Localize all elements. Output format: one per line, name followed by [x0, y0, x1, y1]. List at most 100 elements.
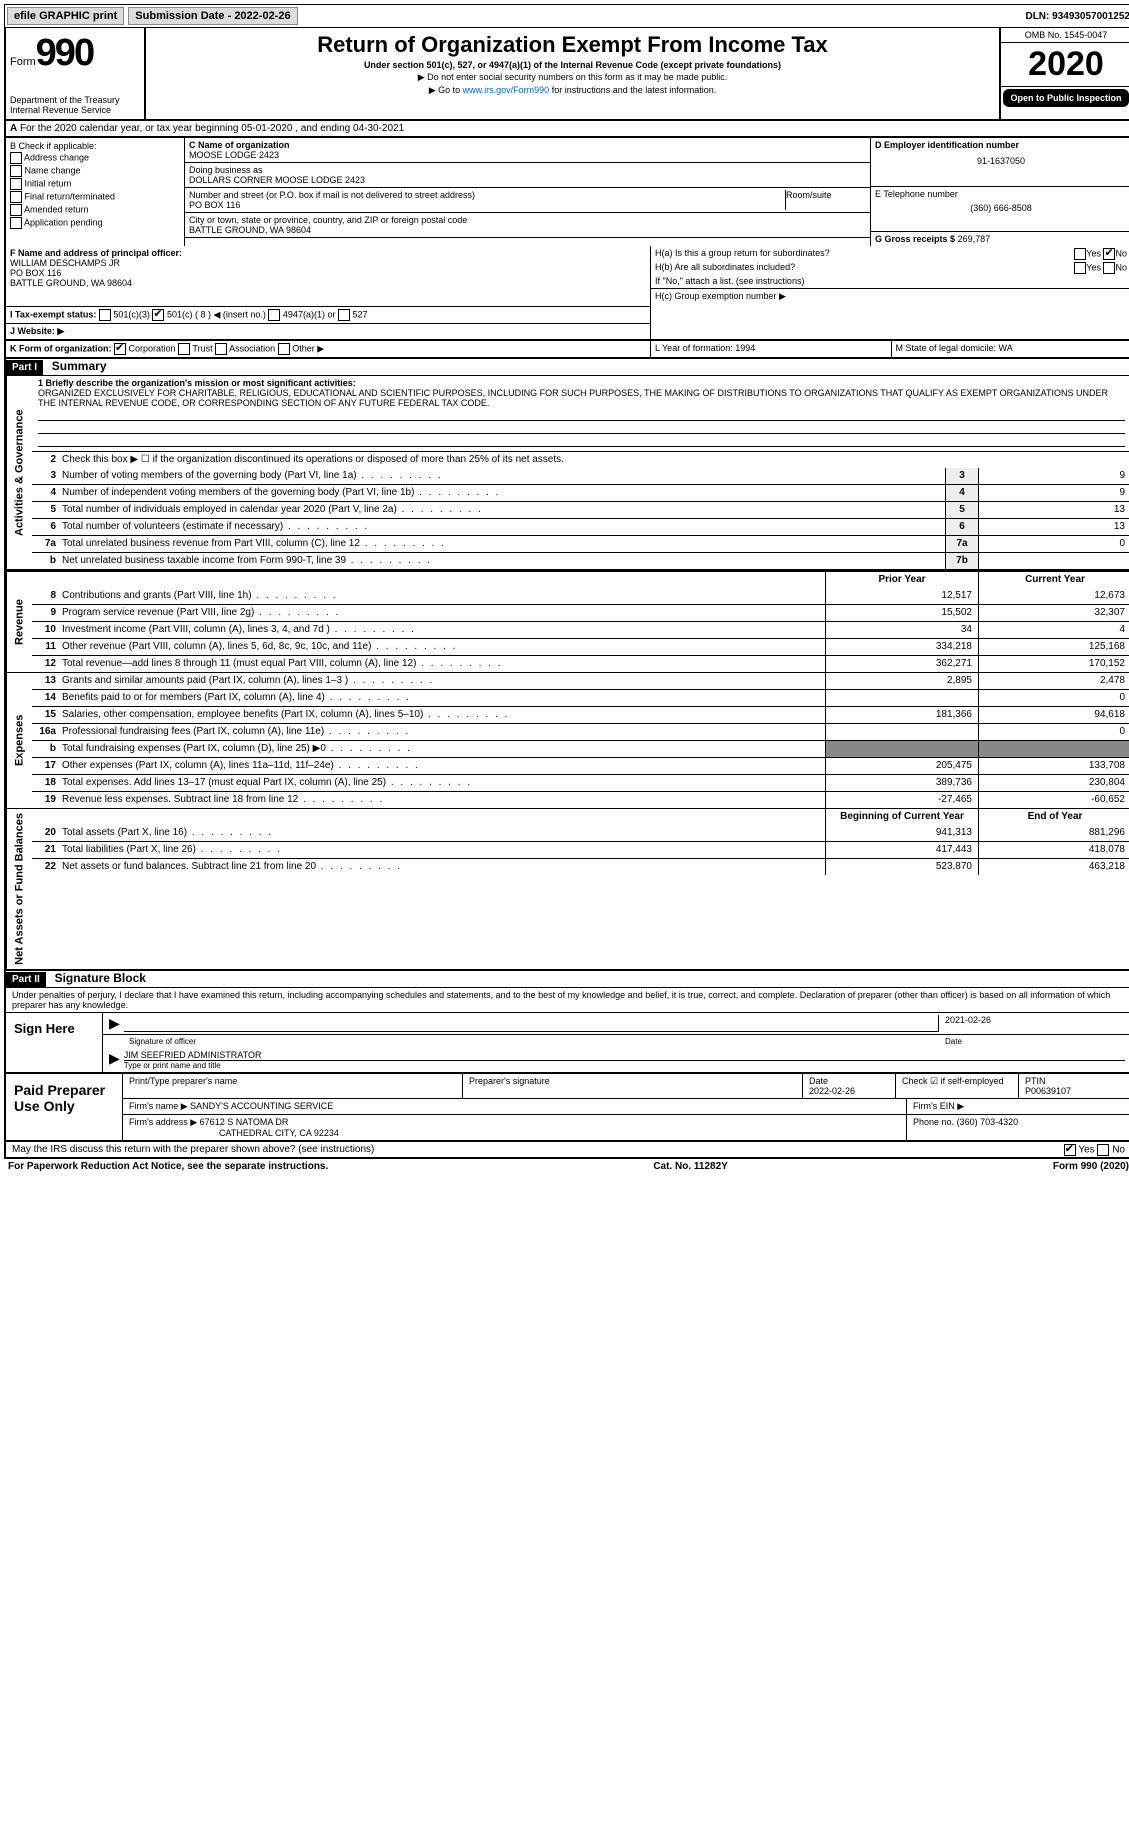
line-b: b Net unrelated business taxable income … — [32, 552, 1129, 569]
opt-527: 527 — [352, 309, 367, 319]
sign-here-label: Sign Here — [6, 1013, 103, 1072]
j-website: J Website: ▶ — [10, 326, 64, 336]
tab-revenue: Revenue — [6, 572, 32, 672]
top-bar: efile GRAPHIC print Submission Date - 20… — [4, 4, 1129, 28]
hb-note: If "No," attach a list. (see instruction… — [651, 274, 1129, 289]
line-15: 15 Salaries, other compensation, employe… — [32, 706, 1129, 723]
firm-addr1: 67612 S NATOMA DR — [200, 1117, 289, 1127]
tab-netassets: Net Assets or Fund Balances — [6, 809, 32, 969]
col-d-ein: D Employer identification number 91-1637… — [870, 138, 1129, 246]
subtitle: Under section 501(c), 527, or 4947(a)(1)… — [364, 60, 781, 70]
prep-date-label: Date — [809, 1076, 828, 1086]
chk-4947[interactable] — [268, 309, 280, 321]
block-bcd: B Check if applicable: Address change Na… — [4, 138, 1129, 246]
paid-side-label: Paid Preparer Use Only — [6, 1074, 123, 1140]
line-13: 13 Grants and similar amounts paid (Part… — [32, 673, 1129, 689]
cat-number: Cat. No. 11282Y — [653, 1161, 727, 1172]
room-label: Room/suite — [786, 190, 866, 210]
block-fhk: F Name and address of principal officer:… — [4, 246, 1129, 341]
ha-yes[interactable] — [1074, 248, 1086, 260]
note-goto-b: for instructions and the latest informat… — [549, 85, 716, 95]
no-label: No — [1112, 1144, 1125, 1155]
prep-date: 2022-02-26 — [809, 1086, 855, 1096]
part-i-header: Part I — [6, 360, 43, 375]
ptin-value: P00639107 — [1025, 1086, 1071, 1096]
prep-phone-label: Phone no. — [913, 1117, 954, 1127]
self-employed-label: Check ☑ if self-employed — [896, 1074, 1019, 1098]
chk-trust[interactable] — [178, 343, 190, 355]
form990-link[interactable]: www.irs.gov/Form990 — [463, 85, 550, 95]
discuss-yes[interactable] — [1064, 1144, 1076, 1156]
f-label: F Name and address of principal officer: — [10, 248, 182, 258]
discuss-no[interactable] — [1097, 1144, 1109, 1156]
prep-sig-label: Preparer's signature — [463, 1074, 803, 1098]
opt-assoc: Association — [229, 343, 275, 353]
phone-value: (360) 666-8508 — [875, 203, 1127, 213]
efile-print-button[interactable]: efile GRAPHIC print — [7, 7, 124, 25]
arrow-icon: ▶ — [109, 1015, 120, 1032]
chk-527[interactable] — [338, 309, 350, 321]
line-22: 22 Net assets or fund balances. Subtract… — [32, 858, 1129, 875]
chk-501c[interactable] — [152, 309, 164, 321]
open-to-public: Open to Public Inspection — [1003, 89, 1129, 107]
city-value: BATTLE GROUND, WA 98604 — [189, 225, 866, 235]
ha-no[interactable] — [1103, 248, 1115, 260]
firm-ein-label: Firm's EIN ▶ — [907, 1099, 1129, 1114]
line-17: 17 Other expenses (Part IX, column (A), … — [32, 757, 1129, 774]
chk-amended[interactable]: Amended return — [10, 204, 180, 216]
col-c-org: C Name of organization MOOSE LODGE 2423 … — [185, 138, 870, 246]
form-header: Form990 Department of the Treasury Inter… — [4, 28, 1129, 121]
opt-other: Other ▶ — [292, 343, 324, 353]
note-goto: ▶ Go to — [429, 85, 463, 95]
line-11: 11 Other revenue (Part VIII, column (A),… — [32, 638, 1129, 655]
opt-trust: Trust — [192, 343, 212, 353]
form-word: Form — [10, 56, 36, 68]
chk-initial[interactable]: Initial return — [10, 178, 180, 190]
dln-label: DLN: 93493057001252 — [1025, 11, 1129, 22]
note-ssn: ▶ Do not enter social security numbers o… — [150, 72, 995, 83]
sign-date: 2021-02-26 — [938, 1015, 1125, 1032]
line-5: 5 Total number of individuals employed i… — [32, 501, 1129, 518]
chk-corp[interactable] — [114, 343, 126, 355]
col-end-year: End of Year — [978, 809, 1129, 825]
sig-date-label: Date — [945, 1037, 1125, 1046]
hb-label: H(b) Are all subordinates included? — [655, 262, 795, 272]
hc-label: H(c) Group exemption number ▶ — [651, 289, 1129, 304]
mission-text: ORGANIZED EXCLUSIVELY FOR CHARITABLE, RE… — [38, 388, 1108, 408]
firm-name-label: Firm's name ▶ — [129, 1101, 188, 1111]
chk-501c3[interactable] — [99, 309, 111, 321]
chk-name[interactable]: Name change — [10, 165, 180, 177]
line-18: 18 Total expenses. Add lines 13–17 (must… — [32, 774, 1129, 791]
hb-yes[interactable] — [1074, 262, 1086, 274]
col-begin-year: Beginning of Current Year — [825, 809, 978, 825]
footer: For Paperwork Reduction Act Notice, see … — [4, 1159, 1129, 1174]
line-10: 10 Investment income (Part VIII, column … — [32, 621, 1129, 638]
paid-preparer-block: Paid Preparer Use Only Print/Type prepar… — [4, 1074, 1129, 1142]
chk-final[interactable]: Final return/terminated — [10, 191, 180, 203]
k-label: K Form of organization: — [10, 343, 112, 353]
chk-pending[interactable]: Application pending — [10, 217, 180, 229]
prep-name-label: Print/Type preparer's name — [123, 1074, 463, 1098]
opt-501c3: 501(c)(3) — [113, 309, 150, 319]
line-6: 6 Total number of volunteers (estimate i… — [32, 518, 1129, 535]
tax-year: 2020 — [1001, 43, 1129, 87]
mission-label: 1 Briefly describe the organization's mi… — [38, 378, 356, 388]
header-center: Return of Organization Exempt From Incom… — [146, 28, 999, 119]
tab-expenses: Expenses — [6, 673, 32, 808]
line-21: 21 Total liabilities (Part X, line 26) 4… — [32, 841, 1129, 858]
header-left: Form990 Department of the Treasury Inter… — [6, 28, 146, 119]
firm-addr2: CATHEDRAL CITY, CA 92234 — [219, 1128, 339, 1138]
ein-label: D Employer identification number — [875, 140, 1019, 150]
c-name-label: C Name of organization — [189, 140, 290, 150]
sig-officer-label: Signature of officer — [129, 1037, 196, 1046]
line-b: b Total fundraising expenses (Part IX, c… — [32, 740, 1129, 757]
form-number: 990 — [36, 32, 93, 74]
chk-address[interactable]: Address change — [10, 152, 180, 164]
netassets-section: Net Assets or Fund Balances Beginning of… — [4, 809, 1129, 971]
chk-assoc[interactable] — [215, 343, 227, 355]
submission-date-button[interactable]: Submission Date - 2022-02-26 — [128, 7, 297, 25]
omb-number: OMB No. 1545-0047 — [1001, 28, 1129, 43]
row-a-text: For the 2020 calendar year, or tax year … — [20, 123, 404, 134]
hb-no[interactable] — [1103, 262, 1115, 274]
chk-other[interactable] — [278, 343, 290, 355]
